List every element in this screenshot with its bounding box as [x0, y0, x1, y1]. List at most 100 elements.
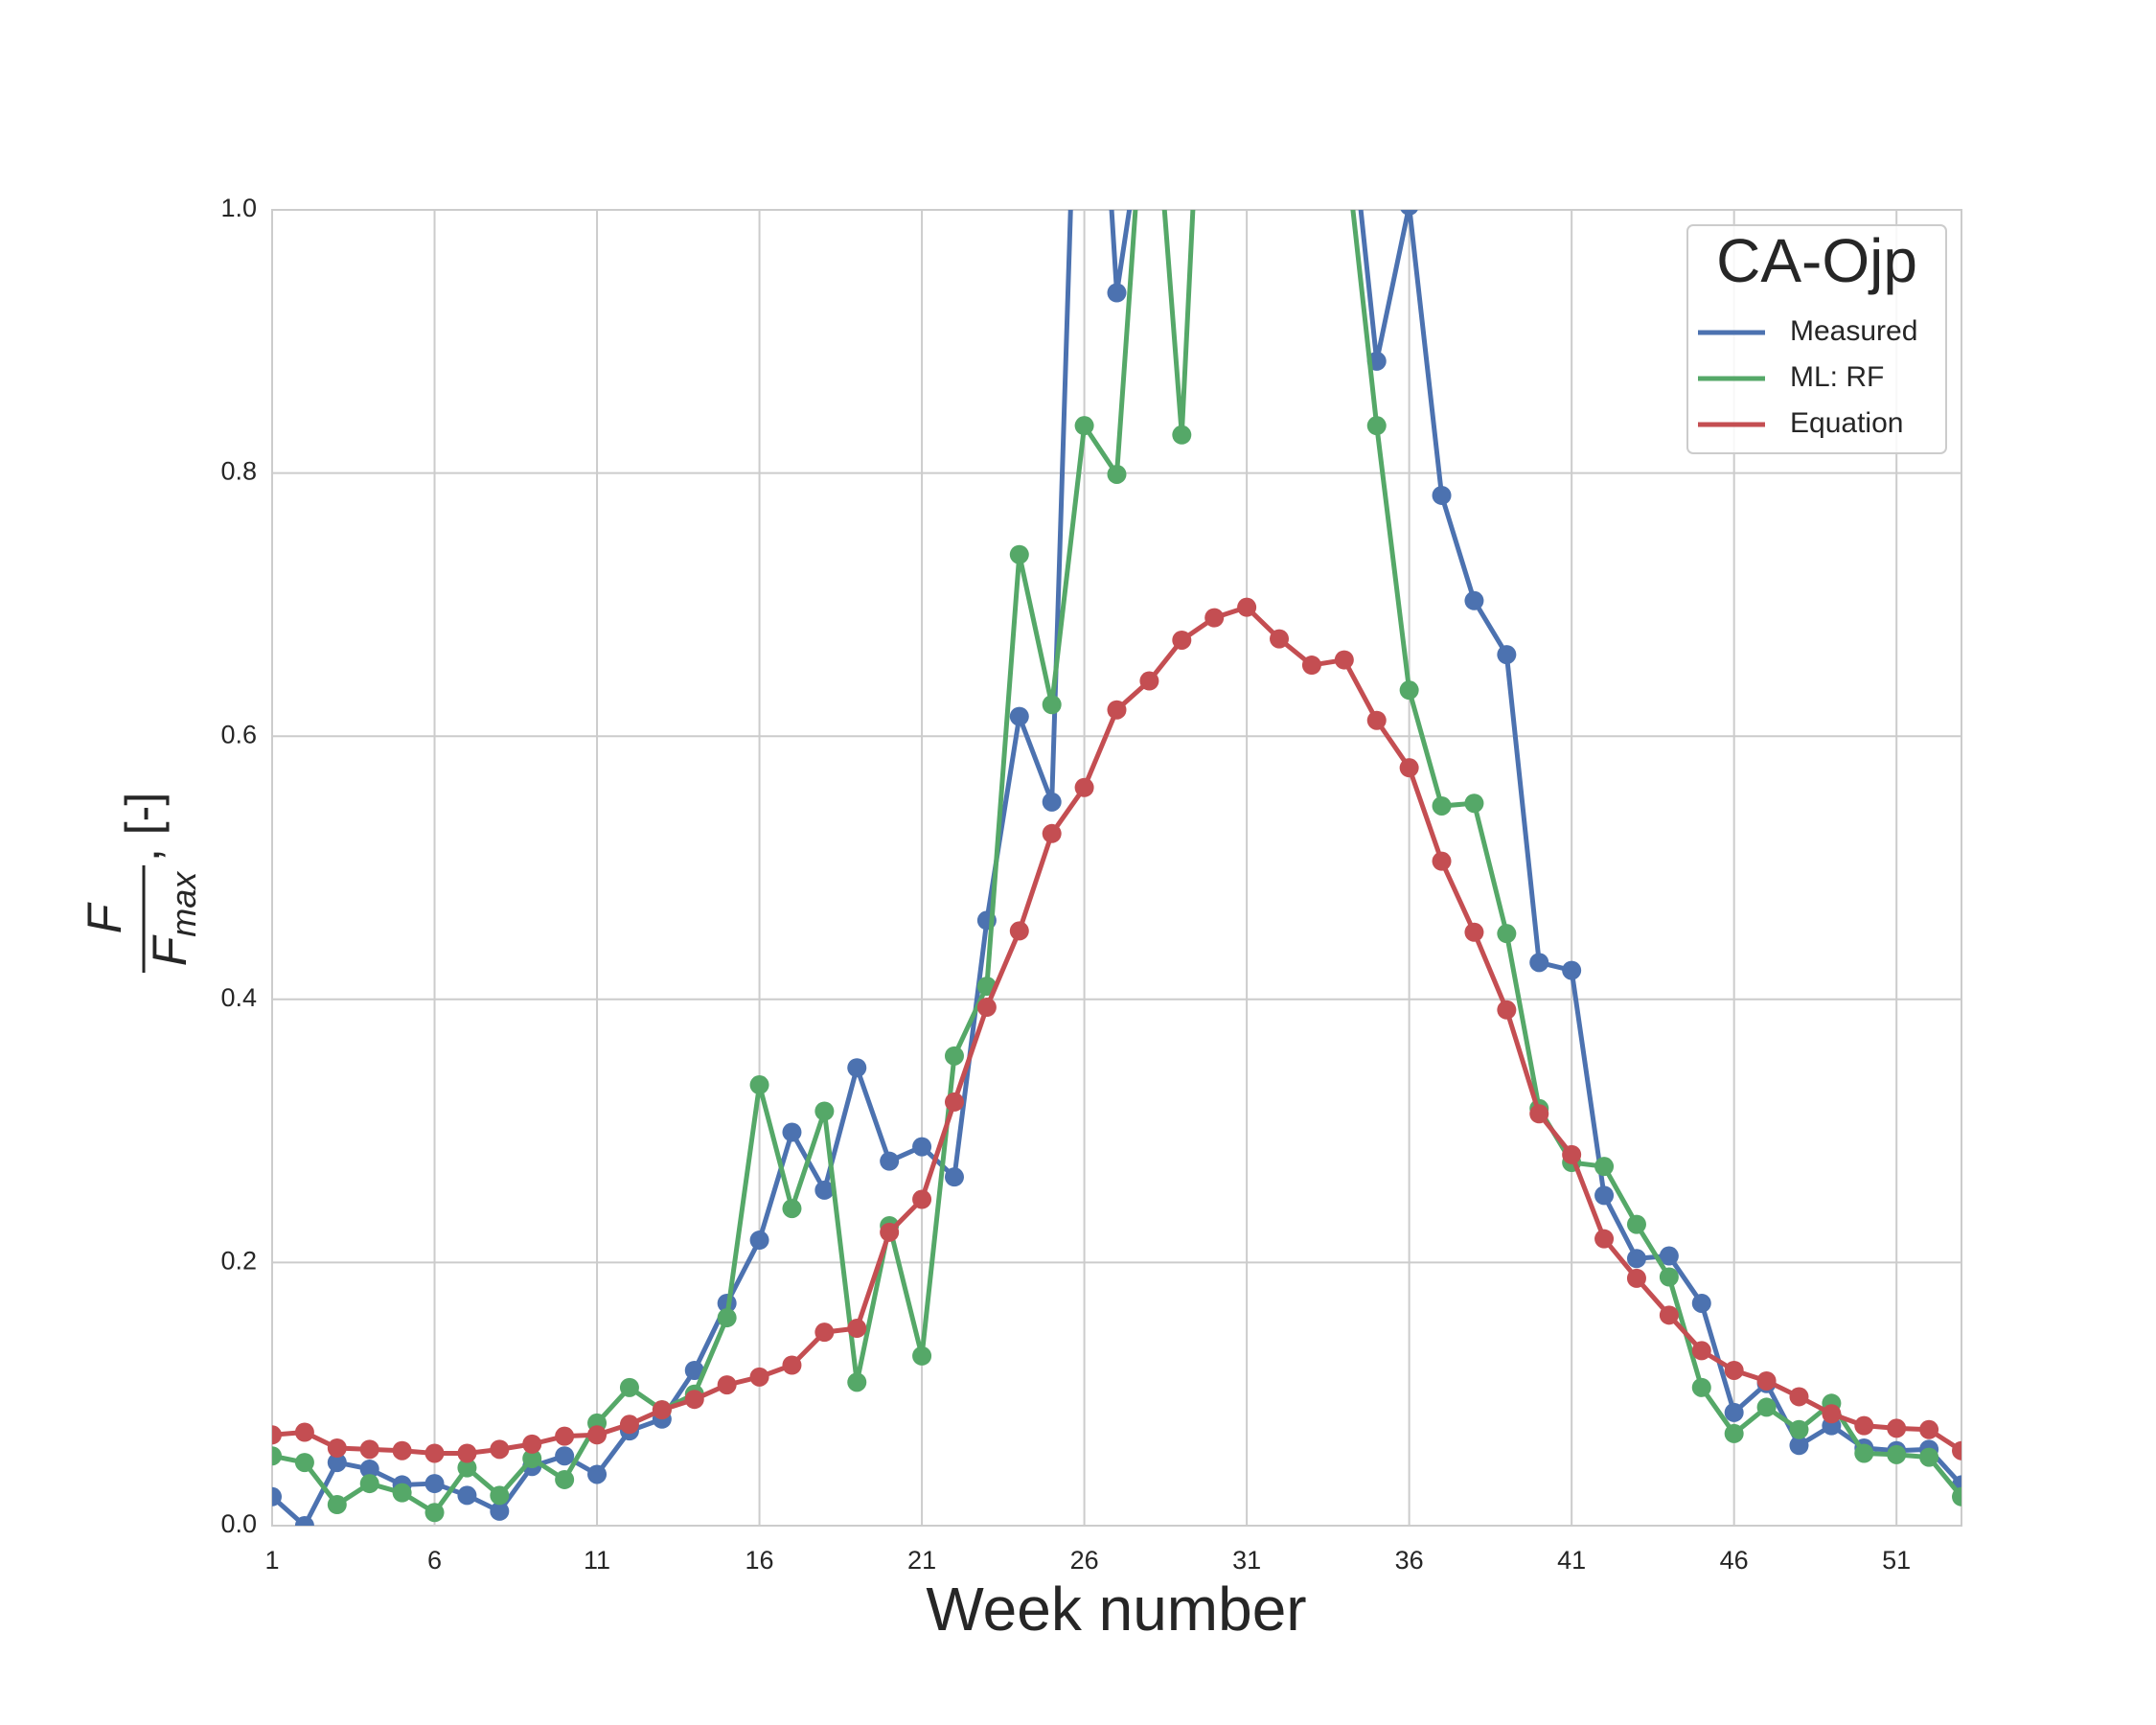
point: [1724, 1402, 1744, 1422]
point: [1139, 671, 1159, 691]
point: [1626, 1249, 1646, 1269]
point: [619, 1414, 639, 1435]
legend-box: [1686, 224, 1947, 454]
point: [522, 1448, 542, 1468]
point: [1594, 1229, 1615, 1249]
legend-label: ML: RF: [1790, 361, 1884, 393]
point: [1756, 1397, 1777, 1417]
point: [1952, 1486, 1961, 1506]
point: [1464, 794, 1484, 814]
point: [912, 1346, 932, 1366]
point: [1497, 924, 1517, 944]
point: [327, 1438, 347, 1458]
point: [1432, 851, 1452, 871]
point: [1042, 792, 1062, 812]
point: [1009, 706, 1029, 726]
x-tick-label: 21: [907, 1546, 936, 1575]
point: [490, 1439, 510, 1460]
point: [814, 1322, 835, 1343]
point: [1399, 758, 1419, 778]
x-tick-label: 16: [745, 1546, 774, 1575]
x-tick-label: 26: [1070, 1546, 1099, 1575]
y-label-suffix: , [-]: [116, 793, 170, 862]
point: [555, 1469, 575, 1489]
point: [1400, 210, 1418, 216]
tick-labels: 0.00.20.40.60.81.01 6 11 16 21 26 31 36 41 46 51: [220, 194, 1911, 1575]
point: [684, 1390, 704, 1410]
point: [1172, 630, 1192, 650]
point: [424, 1503, 445, 1523]
point: [359, 1459, 379, 1479]
point: [1822, 1404, 1842, 1424]
point: [294, 1516, 314, 1526]
legend: CA-Ojp Measured ML: RF Equation: [1686, 224, 1947, 454]
point: [457, 1485, 477, 1506]
x-tick-label: 41: [1557, 1546, 1586, 1575]
point: [880, 1222, 900, 1242]
point: [652, 1400, 672, 1420]
point: [1562, 1144, 1582, 1164]
point: [944, 1046, 964, 1066]
x-tick-label: 51: [1882, 1546, 1911, 1575]
y-tick-label: 0.6: [220, 720, 257, 748]
y-tick-label: 0.0: [220, 1509, 257, 1538]
point: [555, 1426, 575, 1446]
point: [1334, 650, 1354, 670]
point: [1691, 1293, 1711, 1313]
point: [1919, 1447, 1939, 1467]
point: [944, 1092, 964, 1112]
point: [619, 1377, 639, 1397]
y-tick-label: 0.4: [220, 983, 257, 1012]
point: [359, 1439, 379, 1460]
point: [749, 1367, 769, 1387]
point: [1399, 680, 1419, 701]
point: [1756, 1370, 1777, 1391]
point: [782, 1122, 802, 1142]
point: [1887, 1444, 1907, 1464]
point: [1529, 953, 1549, 973]
point: [1659, 1246, 1679, 1266]
point: [1659, 1305, 1679, 1325]
point: [490, 1501, 510, 1521]
point: [1854, 1415, 1874, 1436]
y-tick-label: 0.2: [220, 1247, 257, 1276]
point: [424, 1474, 445, 1494]
legend-label: Measured: [1790, 315, 1917, 347]
point: [272, 1446, 282, 1466]
y-label-denominator: Fmax: [143, 870, 203, 967]
point: [847, 1372, 867, 1392]
point: [1204, 608, 1225, 628]
point: [814, 1101, 835, 1121]
point: [1724, 1423, 1744, 1443]
legend-title: CA-Ojp: [1716, 226, 1917, 295]
point: [976, 998, 997, 1018]
point: [1432, 795, 1452, 816]
point: [272, 1486, 282, 1506]
point: [1074, 777, 1094, 797]
point: [424, 1443, 445, 1463]
point: [359, 1474, 379, 1494]
point: [587, 1464, 608, 1484]
x-tick-label: 11: [584, 1546, 610, 1575]
point: [749, 1075, 769, 1095]
y-label-denominator-symbol: F: [143, 934, 196, 966]
point: [944, 1167, 964, 1187]
x-tick-label: 1: [264, 1546, 279, 1575]
legend-label: Equation: [1790, 407, 1903, 439]
point: [1691, 1341, 1711, 1361]
point: [1464, 590, 1484, 610]
point: [1464, 922, 1484, 942]
plot-area: [272, 210, 1961, 1526]
point: [1789, 1387, 1809, 1407]
point: [912, 1189, 932, 1209]
grid: [271, 209, 1961, 1527]
x-axis-label: Week number: [926, 1575, 1306, 1644]
y-label-numerator: F: [78, 902, 131, 933]
y-label-denominator-sub: max: [164, 870, 203, 937]
point: [912, 1137, 932, 1157]
x-tick-label: 31: [1232, 1546, 1261, 1575]
y-tick-label: 1.0: [220, 194, 257, 222]
point: [1107, 283, 1127, 303]
point: [847, 1058, 867, 1078]
point: [684, 1360, 704, 1380]
